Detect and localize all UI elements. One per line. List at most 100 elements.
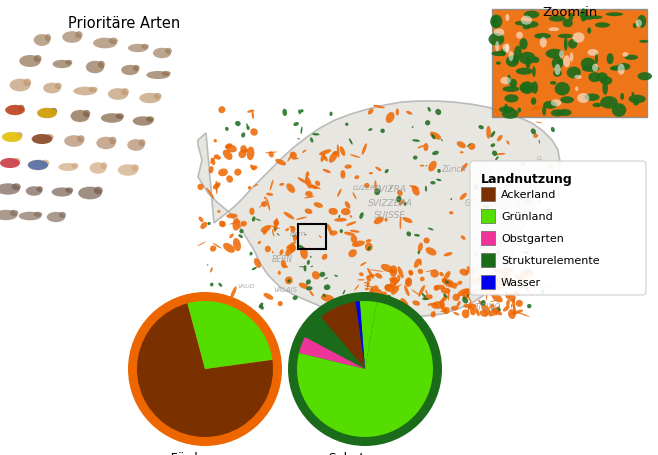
Ellipse shape <box>258 241 261 244</box>
Ellipse shape <box>543 101 557 110</box>
Ellipse shape <box>300 110 303 113</box>
Ellipse shape <box>368 308 380 317</box>
Ellipse shape <box>109 39 118 45</box>
Ellipse shape <box>426 248 436 256</box>
Ellipse shape <box>520 284 531 289</box>
Ellipse shape <box>517 108 521 113</box>
Text: Prioritäre Arten: Prioritäre Arten <box>68 16 180 31</box>
Ellipse shape <box>399 301 404 303</box>
Ellipse shape <box>249 252 253 256</box>
Ellipse shape <box>301 127 303 135</box>
Ellipse shape <box>279 183 284 187</box>
Ellipse shape <box>226 176 233 183</box>
Ellipse shape <box>369 286 378 294</box>
Ellipse shape <box>444 272 451 280</box>
Ellipse shape <box>397 190 403 197</box>
Ellipse shape <box>197 242 206 247</box>
Ellipse shape <box>365 243 372 252</box>
Ellipse shape <box>384 284 395 293</box>
Ellipse shape <box>435 110 442 116</box>
Ellipse shape <box>569 14 573 22</box>
Ellipse shape <box>226 214 238 219</box>
Ellipse shape <box>322 254 328 260</box>
Ellipse shape <box>318 236 322 238</box>
Ellipse shape <box>94 187 103 195</box>
Ellipse shape <box>19 56 41 68</box>
Ellipse shape <box>64 136 84 147</box>
Ellipse shape <box>345 202 350 209</box>
Ellipse shape <box>520 82 534 95</box>
Ellipse shape <box>382 298 386 303</box>
Ellipse shape <box>514 46 522 60</box>
Ellipse shape <box>395 285 402 288</box>
Ellipse shape <box>501 268 513 276</box>
Text: Obstgarten: Obstgarten <box>501 233 564 243</box>
Ellipse shape <box>12 184 21 191</box>
Ellipse shape <box>351 236 357 243</box>
Ellipse shape <box>443 294 447 298</box>
Ellipse shape <box>539 202 540 205</box>
Ellipse shape <box>300 248 308 260</box>
Ellipse shape <box>141 45 149 50</box>
Ellipse shape <box>516 300 523 307</box>
Ellipse shape <box>211 303 216 308</box>
Ellipse shape <box>532 58 540 64</box>
Ellipse shape <box>440 304 447 313</box>
Ellipse shape <box>525 22 538 29</box>
Ellipse shape <box>210 283 213 287</box>
Ellipse shape <box>539 140 540 144</box>
Ellipse shape <box>344 232 355 236</box>
Ellipse shape <box>563 56 570 68</box>
Ellipse shape <box>600 77 613 86</box>
Ellipse shape <box>422 293 426 298</box>
Ellipse shape <box>540 289 544 295</box>
Ellipse shape <box>500 78 511 85</box>
Ellipse shape <box>229 222 241 225</box>
Ellipse shape <box>277 233 280 236</box>
Ellipse shape <box>139 94 161 104</box>
Ellipse shape <box>83 111 90 118</box>
Ellipse shape <box>519 53 536 65</box>
Ellipse shape <box>540 38 547 48</box>
Ellipse shape <box>434 285 439 291</box>
Ellipse shape <box>253 185 258 187</box>
Ellipse shape <box>411 310 417 315</box>
Ellipse shape <box>375 298 378 299</box>
Text: LUZERN: LUZERN <box>353 185 381 191</box>
Ellipse shape <box>491 144 495 148</box>
Ellipse shape <box>633 24 637 29</box>
Ellipse shape <box>275 160 286 166</box>
Ellipse shape <box>557 61 563 65</box>
Ellipse shape <box>165 49 172 55</box>
Ellipse shape <box>51 188 72 197</box>
Ellipse shape <box>38 109 57 119</box>
Ellipse shape <box>470 277 475 286</box>
Ellipse shape <box>632 93 634 97</box>
Ellipse shape <box>314 203 323 208</box>
Ellipse shape <box>492 305 495 308</box>
Ellipse shape <box>492 52 506 57</box>
Ellipse shape <box>570 53 573 62</box>
Ellipse shape <box>418 269 423 274</box>
Ellipse shape <box>428 162 437 172</box>
Ellipse shape <box>372 296 381 308</box>
Ellipse shape <box>5 106 25 116</box>
Ellipse shape <box>162 72 170 76</box>
Ellipse shape <box>323 156 328 162</box>
Ellipse shape <box>241 133 245 138</box>
Ellipse shape <box>246 124 248 127</box>
Ellipse shape <box>357 279 365 281</box>
Ellipse shape <box>305 209 313 215</box>
Ellipse shape <box>482 280 488 292</box>
Ellipse shape <box>449 212 453 215</box>
Ellipse shape <box>220 222 226 228</box>
Ellipse shape <box>506 300 510 307</box>
Ellipse shape <box>412 127 414 129</box>
Ellipse shape <box>359 273 364 277</box>
Ellipse shape <box>414 259 420 268</box>
Ellipse shape <box>302 150 306 153</box>
Ellipse shape <box>425 290 428 295</box>
Ellipse shape <box>502 110 519 120</box>
Ellipse shape <box>274 218 278 233</box>
Ellipse shape <box>476 178 480 180</box>
